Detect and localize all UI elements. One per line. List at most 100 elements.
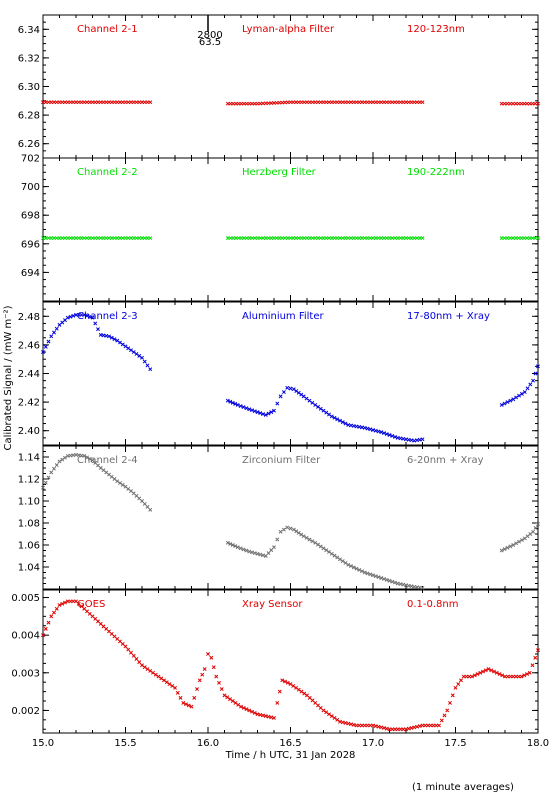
data-point <box>235 403 240 407</box>
data-point <box>107 334 111 339</box>
data-point <box>131 653 136 658</box>
data-point <box>299 532 304 537</box>
panel-channel-label: Channel 2-1 <box>77 24 138 35</box>
data-point <box>511 543 516 547</box>
panel-channel-label: GOES <box>77 599 105 610</box>
data-point <box>332 715 337 720</box>
data-point <box>382 726 386 730</box>
data-point <box>338 719 342 724</box>
data-point <box>277 689 282 694</box>
panel-frame <box>42 301 539 446</box>
data-point <box>283 679 287 684</box>
data-point <box>278 394 283 399</box>
data-point <box>384 432 389 436</box>
data-point <box>291 684 296 688</box>
data-point <box>217 680 221 685</box>
data-point <box>197 678 202 683</box>
data-point <box>398 436 403 441</box>
data-point <box>247 407 252 412</box>
data-point <box>517 539 521 544</box>
data-point <box>115 338 120 343</box>
data-point <box>415 724 419 729</box>
data-point <box>368 572 373 577</box>
data-point <box>349 722 353 727</box>
data-point <box>528 382 533 387</box>
data-point <box>536 522 540 527</box>
data-point <box>514 395 519 400</box>
data-point <box>87 456 92 461</box>
data-point <box>272 545 276 550</box>
data-point <box>536 364 540 369</box>
data-point <box>514 541 519 546</box>
data-point <box>175 690 180 695</box>
x-tick-label: 15.0 <box>32 738 54 749</box>
y-tick-label: 1.04 <box>18 563 40 574</box>
data-point <box>517 393 521 398</box>
data-point <box>316 404 320 409</box>
data-point <box>63 600 67 605</box>
data-point <box>483 668 488 673</box>
data-point <box>164 680 169 685</box>
x-tick-label: 16.0 <box>197 738 219 749</box>
y-tick-label: 2.46 <box>18 340 40 351</box>
data-point <box>129 348 133 353</box>
data-point <box>307 537 312 542</box>
data-point <box>250 408 254 413</box>
data-point <box>148 100 153 105</box>
data-point <box>472 673 477 678</box>
data-point <box>393 580 397 585</box>
data-point <box>178 695 183 700</box>
data-point <box>148 507 153 512</box>
data-point <box>489 668 494 673</box>
data-point <box>530 663 535 668</box>
data-point <box>486 667 491 671</box>
data-point <box>120 342 125 347</box>
data-point <box>60 457 65 462</box>
data-point <box>296 530 301 535</box>
data-point <box>241 705 246 710</box>
data-point <box>228 697 232 702</box>
data-point <box>373 724 378 729</box>
x-tick-label: 17.5 <box>444 738 466 749</box>
data-point <box>343 721 348 725</box>
data-point <box>272 408 276 413</box>
data-point <box>269 715 274 720</box>
data-point <box>508 544 513 549</box>
data-point <box>382 431 386 436</box>
data-point <box>409 584 414 589</box>
data-point <box>275 537 280 542</box>
data-point <box>148 367 153 372</box>
data-point <box>255 410 260 415</box>
data-point <box>85 455 89 460</box>
data-point <box>202 667 207 671</box>
data-point <box>505 545 510 550</box>
data-point <box>502 547 507 552</box>
data-point <box>335 717 340 722</box>
data-point <box>54 326 59 331</box>
x-tick-label: 17.0 <box>362 738 384 749</box>
data-point <box>288 386 293 391</box>
panel-filter-label: Herzberg Filter <box>242 167 317 178</box>
data-point <box>302 691 307 696</box>
data-point <box>288 526 293 531</box>
data-point <box>233 700 238 705</box>
data-point <box>228 399 233 404</box>
panel-band-label: 17-80nm + Xray <box>407 311 490 322</box>
data-point <box>500 673 505 678</box>
data-point <box>131 350 136 355</box>
data-point <box>266 411 271 416</box>
data-point <box>54 606 59 611</box>
data-point <box>332 553 337 558</box>
data-point <box>420 236 425 241</box>
data-point <box>376 724 381 729</box>
data-point <box>519 391 524 396</box>
data-point <box>247 708 252 713</box>
data-point <box>379 430 384 435</box>
data-point <box>184 702 188 707</box>
data-point <box>71 313 76 318</box>
data-point <box>360 569 364 574</box>
x-tick-label: 16.5 <box>279 738 301 749</box>
data-point <box>101 333 106 338</box>
data-point <box>225 540 230 545</box>
data-point <box>502 401 507 406</box>
